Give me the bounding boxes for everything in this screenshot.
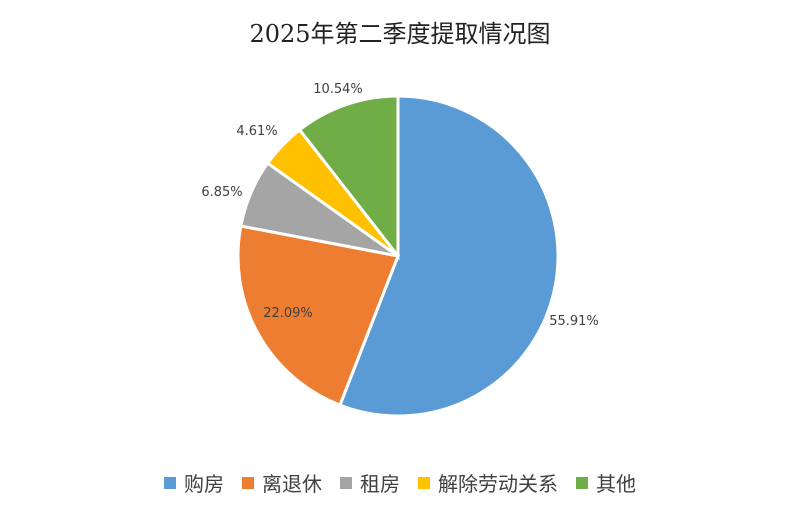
slice-data-label: 4.61% bbox=[236, 124, 277, 139]
legend-label: 购房 bbox=[184, 472, 224, 496]
pie-slice-2 bbox=[236, 224, 401, 408]
legend-label: 其他 bbox=[596, 472, 636, 496]
legend-item: 离退休 bbox=[242, 468, 322, 497]
slice-data-label: 10.54% bbox=[313, 82, 363, 97]
legend-swatch bbox=[576, 476, 588, 489]
legend-item: 解除劳动关系 bbox=[418, 468, 558, 497]
slice-data-label: 55.91% bbox=[549, 314, 599, 329]
pie-slice-5 bbox=[297, 94, 400, 261]
legend-label: 解除劳动关系 bbox=[438, 472, 558, 496]
chart-title: 2025年第二季度提取情况图 bbox=[249, 20, 551, 48]
legend-swatch bbox=[418, 476, 430, 489]
legend-item: 租房 bbox=[340, 468, 400, 497]
legend-swatch bbox=[242, 476, 254, 489]
slice-data-label: 6.85% bbox=[201, 185, 242, 200]
legend-swatch bbox=[164, 476, 176, 489]
slice-data-label: 22.09% bbox=[263, 306, 313, 321]
pie-slice-1 bbox=[337, 94, 560, 418]
legend: 购房 离退休 租房 解除劳动关系 其他 bbox=[0, 468, 800, 497]
legend-item: 购房 bbox=[164, 468, 224, 497]
legend-label: 离退休 bbox=[262, 472, 322, 496]
legend-label: 租房 bbox=[360, 472, 400, 496]
legend-swatch bbox=[340, 476, 352, 489]
legend-item: 其他 bbox=[576, 468, 636, 497]
